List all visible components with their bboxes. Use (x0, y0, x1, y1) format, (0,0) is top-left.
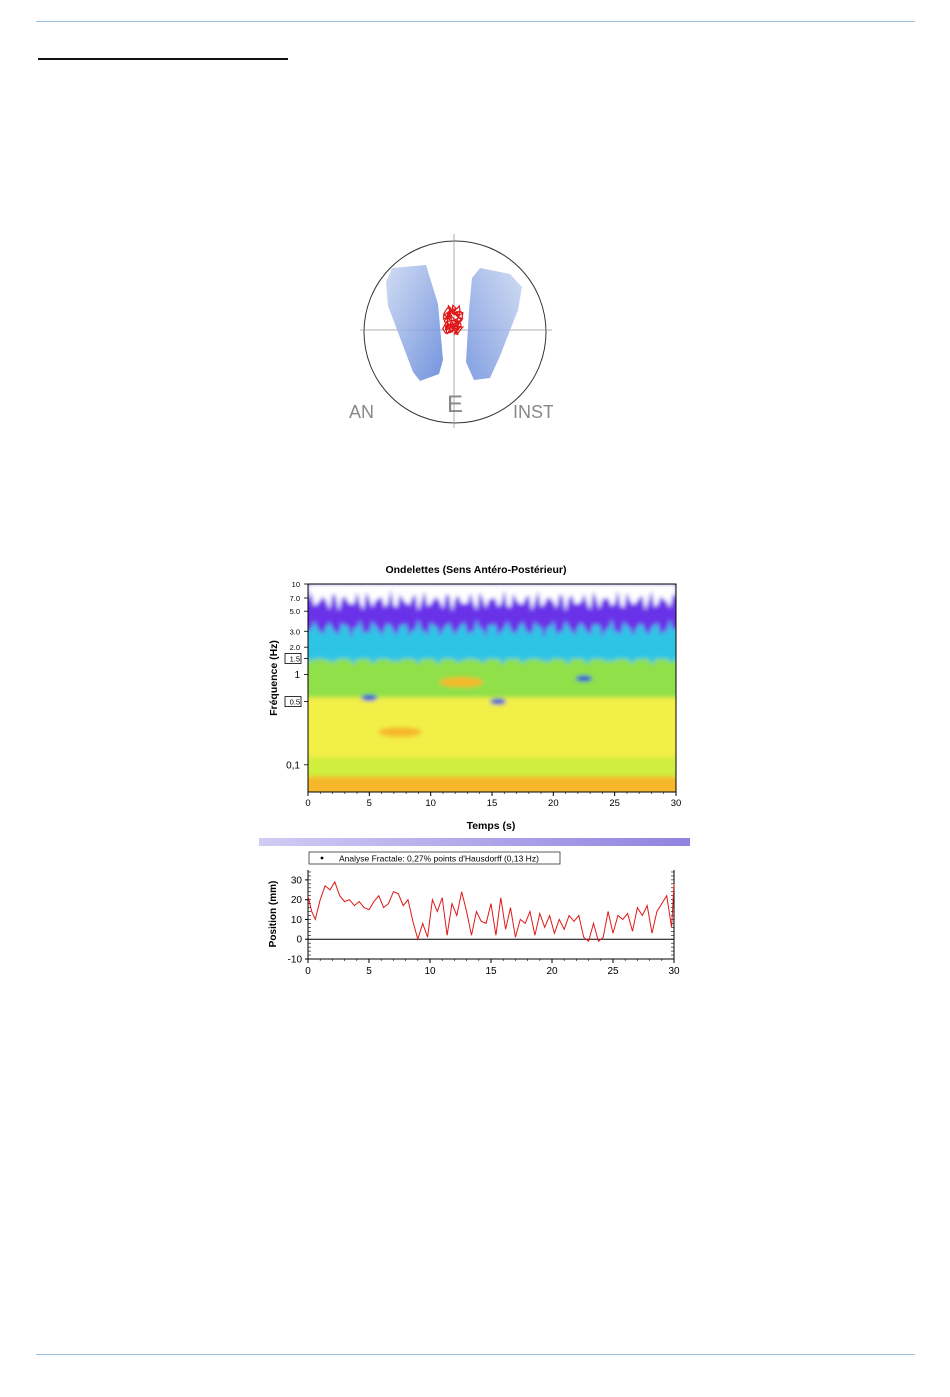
sway-trace (442, 304, 465, 336)
wavelet-chart: Ondelettes (Sens Antéro-Postérieur) 0 5 10… (268, 564, 682, 832)
wavelet-axes: 0 5 10 15 20 25 30 10 7.0 5.0 3.0 2.0 1.5 1 0.5 0,1 (284, 580, 682, 809)
wavelet-y-tick-label-2: 5.0 (290, 607, 300, 616)
wavelet-x-tick-label-5: 25 (609, 798, 620, 809)
page-header-rule (36, 21, 915, 22)
stabilogram-figure: AN E INST (349, 234, 554, 428)
stabilogram-label-left: AN (349, 402, 374, 422)
wavelet-y-tick-box-7 (284, 696, 302, 708)
wavelet-x-tick-label-3: 15 (487, 798, 498, 809)
wavelet-x-tick-label-1: 5 (367, 798, 372, 809)
position-chart: Analyse Fractale: 0,27% points d'Hausdor… (268, 851, 680, 977)
wavelet-x-tick-label-2: 10 (425, 798, 436, 809)
wavelet-y-tick-label-5: 1.5 (290, 654, 300, 663)
position-x-tick-label-6: 30 (668, 966, 680, 977)
stabilogram-label-center: E (447, 391, 463, 418)
position-series-line (307, 880, 675, 943)
position-x-tick-label-0: 0 (305, 966, 311, 977)
legend-box (308, 851, 561, 865)
position-y-tick-label-1: 0 (296, 935, 302, 946)
wavelet-y-tick-label-1: 7.0 (290, 594, 300, 603)
wavelet-x-tick-label-6: 30 (671, 798, 682, 809)
wavelet-hotspot-3 (576, 675, 592, 682)
wavelet-x-tick-label-4: 20 (548, 798, 559, 809)
left-foot-shape (386, 265, 443, 381)
legend-text: Analyse Fractale: 0,27% points d'Hausdor… (339, 854, 539, 864)
wavelet-hotspot-0 (378, 727, 422, 738)
wavelet-title: Ondelettes (Sens Antéro-Postérieur) (385, 564, 566, 576)
stabilogram-label-right: INST (513, 402, 554, 422)
page-footer-rule (36, 1354, 915, 1355)
wavelet-x-tick-label-0: 0 (305, 798, 310, 809)
position-y-tick-label-0: -10 (288, 955, 303, 966)
wavelet-y-tick-label-3: 3.0 (290, 627, 300, 636)
legend-marker (320, 856, 324, 860)
position-x-tick-label-3: 15 (485, 966, 497, 977)
wavelet-x-label: Temps (s) (467, 820, 516, 832)
wavelet-y-label: Fréquence (Hz) (268, 640, 280, 716)
right-foot-shape (466, 268, 522, 380)
wavelet-y-tick-box-5 (284, 653, 302, 664)
wavelet-hotspot-2 (490, 698, 507, 705)
wavelet-band-3 (308, 652, 676, 698)
heading-underline (38, 58, 288, 60)
stabilogram-circle (363, 240, 547, 424)
position-y-tick-label-3: 20 (291, 895, 303, 906)
wavelet-y-tick-label-6: 1 (294, 670, 300, 681)
position-x-tick-label-1: 5 (366, 966, 372, 977)
wavelet-y-tick-label-7: 0.5 (290, 698, 300, 707)
wavelet-y-tick-label-4: 2.0 (290, 643, 300, 652)
position-y-tick-label-4: 30 (291, 875, 303, 886)
position-y-tick-label-2: 10 (291, 915, 303, 926)
wavelet-y-tick-label-8: 0,1 (286, 760, 300, 771)
wavelet-plot-area (308, 584, 676, 792)
position-y-label: Position (mm) (268, 881, 279, 948)
wavelet-hotspot-1 (439, 677, 484, 688)
wavelet-cyan-front (308, 584, 676, 792)
position-x-tick-label-2: 10 (424, 966, 436, 977)
section-divider-band (259, 838, 690, 846)
wavelet-y-tick-label-0: 10 (292, 580, 300, 589)
wavelet-violet-front (308, 584, 676, 792)
position-x-tick-label-5: 25 (607, 966, 619, 977)
wavelet-hotspot-4 (361, 694, 378, 701)
position-x-tick-label-4: 20 (546, 966, 558, 977)
